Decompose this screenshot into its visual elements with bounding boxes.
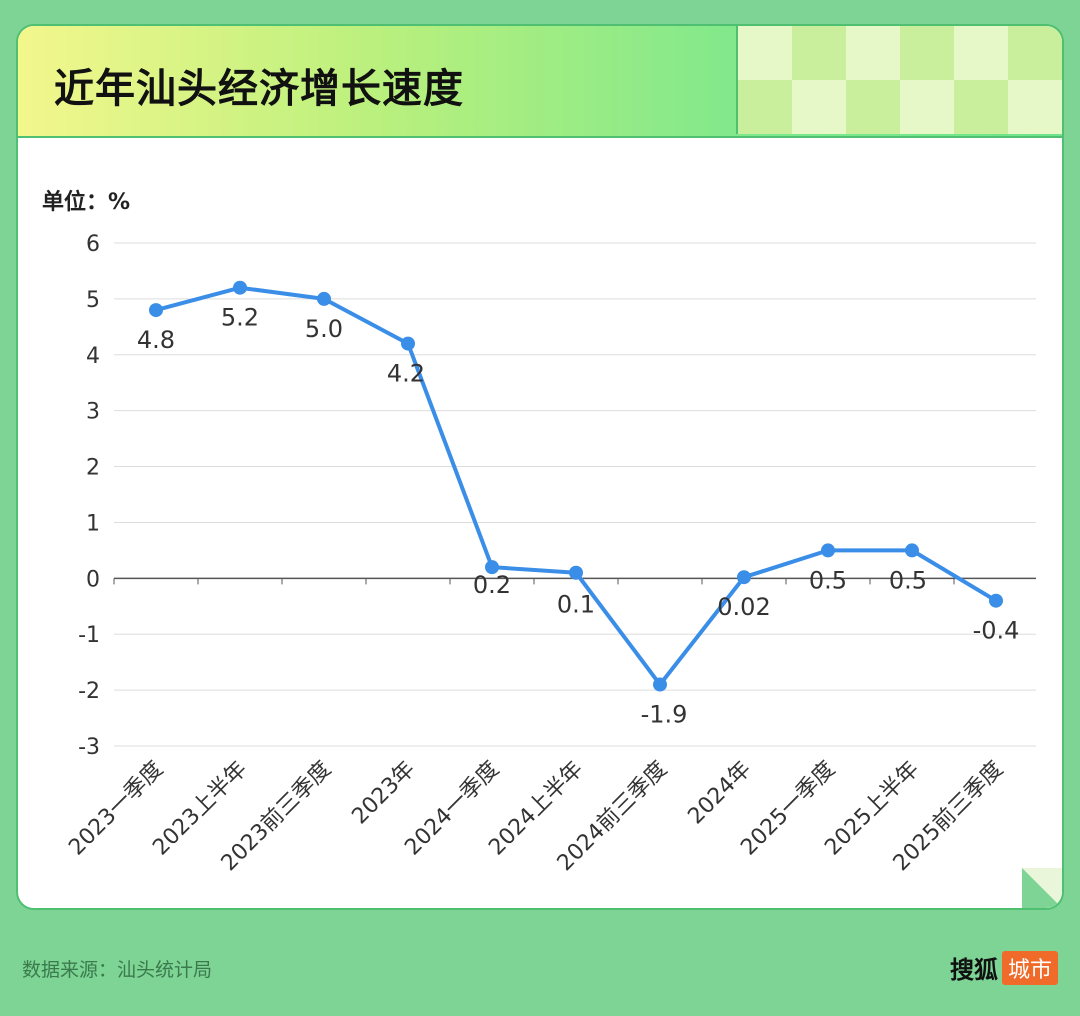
brand-name: 搜狐	[949, 956, 998, 984]
unit-label: 单位：%	[42, 190, 131, 215]
data-point	[485, 560, 499, 575]
data-point	[401, 336, 415, 351]
checker-pattern	[736, 26, 1062, 134]
y-tick-label: -1	[78, 623, 100, 648]
y-tick-label: 3	[86, 400, 100, 425]
data-label: 4.2	[387, 360, 425, 388]
data-point	[989, 593, 1003, 608]
data-label: -1.9	[641, 701, 688, 729]
y-tick-label: 2	[86, 456, 100, 481]
y-tick-label: 5	[86, 288, 100, 313]
data-point	[905, 543, 919, 558]
data-label: 4.8	[137, 326, 175, 354]
brand-logo: 搜狐 城市	[950, 950, 1058, 985]
header-banner: 近年汕头经济增长速度	[18, 26, 1062, 138]
data-point	[821, 543, 835, 558]
data-point	[317, 291, 331, 306]
data-label: 0.5	[809, 566, 847, 594]
data-source: 数据来源：汕头统计局	[22, 959, 213, 981]
y-tick-label: 6	[86, 232, 100, 257]
data-label: 5.0	[305, 315, 343, 343]
data-point	[569, 565, 583, 580]
data-point	[737, 570, 751, 585]
y-tick-label: 0	[86, 567, 100, 592]
x-tick-label: 2024年	[683, 757, 756, 830]
page-title: 近年汕头经济增长速度	[54, 66, 464, 112]
y-tick-label: -2	[78, 679, 100, 704]
x-tick-label: 2023年	[347, 757, 420, 830]
data-point	[149, 303, 163, 318]
y-tick-label: 4	[86, 344, 100, 369]
brand-tag: 城市	[1001, 950, 1058, 985]
data-label: -0.4	[973, 617, 1020, 645]
data-label: 5.2	[221, 304, 259, 332]
y-tick-label: -3	[78, 735, 100, 760]
data-label: 0.1	[557, 591, 595, 619]
data-label: 0.02	[717, 593, 770, 621]
page-fold-corner	[1022, 868, 1062, 908]
data-point	[233, 280, 247, 295]
data-label: 0.5	[889, 566, 927, 594]
series-line	[155, 285, 998, 687]
y-tick-label: 1	[86, 511, 100, 536]
data-label: 0.2	[473, 571, 511, 599]
data-point	[653, 677, 667, 692]
